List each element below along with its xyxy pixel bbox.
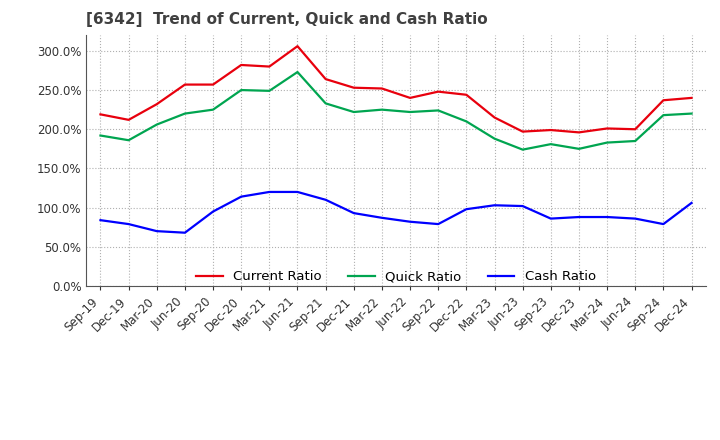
Cash Ratio (349, 210, 358, 216)
Cash Ratio (659, 221, 667, 227)
Cash Ratio (575, 214, 583, 220)
Cash Ratio (293, 189, 302, 194)
Cash Ratio (406, 219, 415, 224)
Quick Ratio (518, 147, 527, 152)
Cash Ratio (377, 215, 386, 220)
Current Ratio (181, 82, 189, 87)
Current Ratio (659, 98, 667, 103)
Current Ratio (265, 64, 274, 69)
Quick Ratio (181, 111, 189, 116)
Text: [6342]  Trend of Current, Quick and Cash Ratio: [6342] Trend of Current, Quick and Cash … (86, 12, 488, 27)
Cash Ratio (518, 203, 527, 209)
Line: Current Ratio: Current Ratio (101, 46, 691, 132)
Quick Ratio (631, 138, 639, 143)
Cash Ratio (434, 221, 443, 227)
Cash Ratio (687, 200, 696, 205)
Quick Ratio (349, 110, 358, 115)
Quick Ratio (209, 107, 217, 112)
Line: Cash Ratio: Cash Ratio (101, 192, 691, 233)
Cash Ratio (237, 194, 246, 199)
Cash Ratio (321, 197, 330, 202)
Current Ratio (209, 82, 217, 87)
Current Ratio (377, 86, 386, 91)
Quick Ratio (603, 140, 611, 145)
Current Ratio (434, 89, 443, 94)
Cash Ratio (462, 206, 471, 212)
Quick Ratio (237, 88, 246, 93)
Current Ratio (546, 128, 555, 133)
Current Ratio (96, 112, 105, 117)
Current Ratio (125, 117, 133, 122)
Current Ratio (349, 85, 358, 90)
Quick Ratio (125, 138, 133, 143)
Legend: Current Ratio, Quick Ratio, Cash Ratio: Current Ratio, Quick Ratio, Cash Ratio (191, 265, 601, 289)
Cash Ratio (181, 230, 189, 235)
Cash Ratio (546, 216, 555, 221)
Quick Ratio (575, 146, 583, 151)
Cash Ratio (125, 221, 133, 227)
Quick Ratio (293, 70, 302, 75)
Quick Ratio (434, 108, 443, 113)
Cash Ratio (631, 216, 639, 221)
Current Ratio (237, 62, 246, 68)
Cash Ratio (96, 217, 105, 223)
Current Ratio (490, 115, 499, 120)
Current Ratio (293, 44, 302, 49)
Current Ratio (518, 129, 527, 134)
Quick Ratio (490, 136, 499, 141)
Current Ratio (575, 130, 583, 135)
Current Ratio (321, 77, 330, 82)
Cash Ratio (603, 214, 611, 220)
Quick Ratio (687, 111, 696, 116)
Quick Ratio (462, 119, 471, 124)
Cash Ratio (209, 209, 217, 214)
Quick Ratio (96, 133, 105, 138)
Cash Ratio (153, 228, 161, 234)
Quick Ratio (153, 122, 161, 127)
Quick Ratio (377, 107, 386, 112)
Current Ratio (603, 126, 611, 131)
Quick Ratio (659, 113, 667, 118)
Cash Ratio (490, 203, 499, 208)
Current Ratio (631, 127, 639, 132)
Quick Ratio (406, 110, 415, 115)
Current Ratio (687, 95, 696, 100)
Current Ratio (153, 102, 161, 107)
Quick Ratio (321, 101, 330, 106)
Cash Ratio (265, 189, 274, 194)
Quick Ratio (265, 88, 274, 93)
Current Ratio (406, 95, 415, 100)
Quick Ratio (546, 142, 555, 147)
Current Ratio (462, 92, 471, 97)
Line: Quick Ratio: Quick Ratio (101, 72, 691, 150)
